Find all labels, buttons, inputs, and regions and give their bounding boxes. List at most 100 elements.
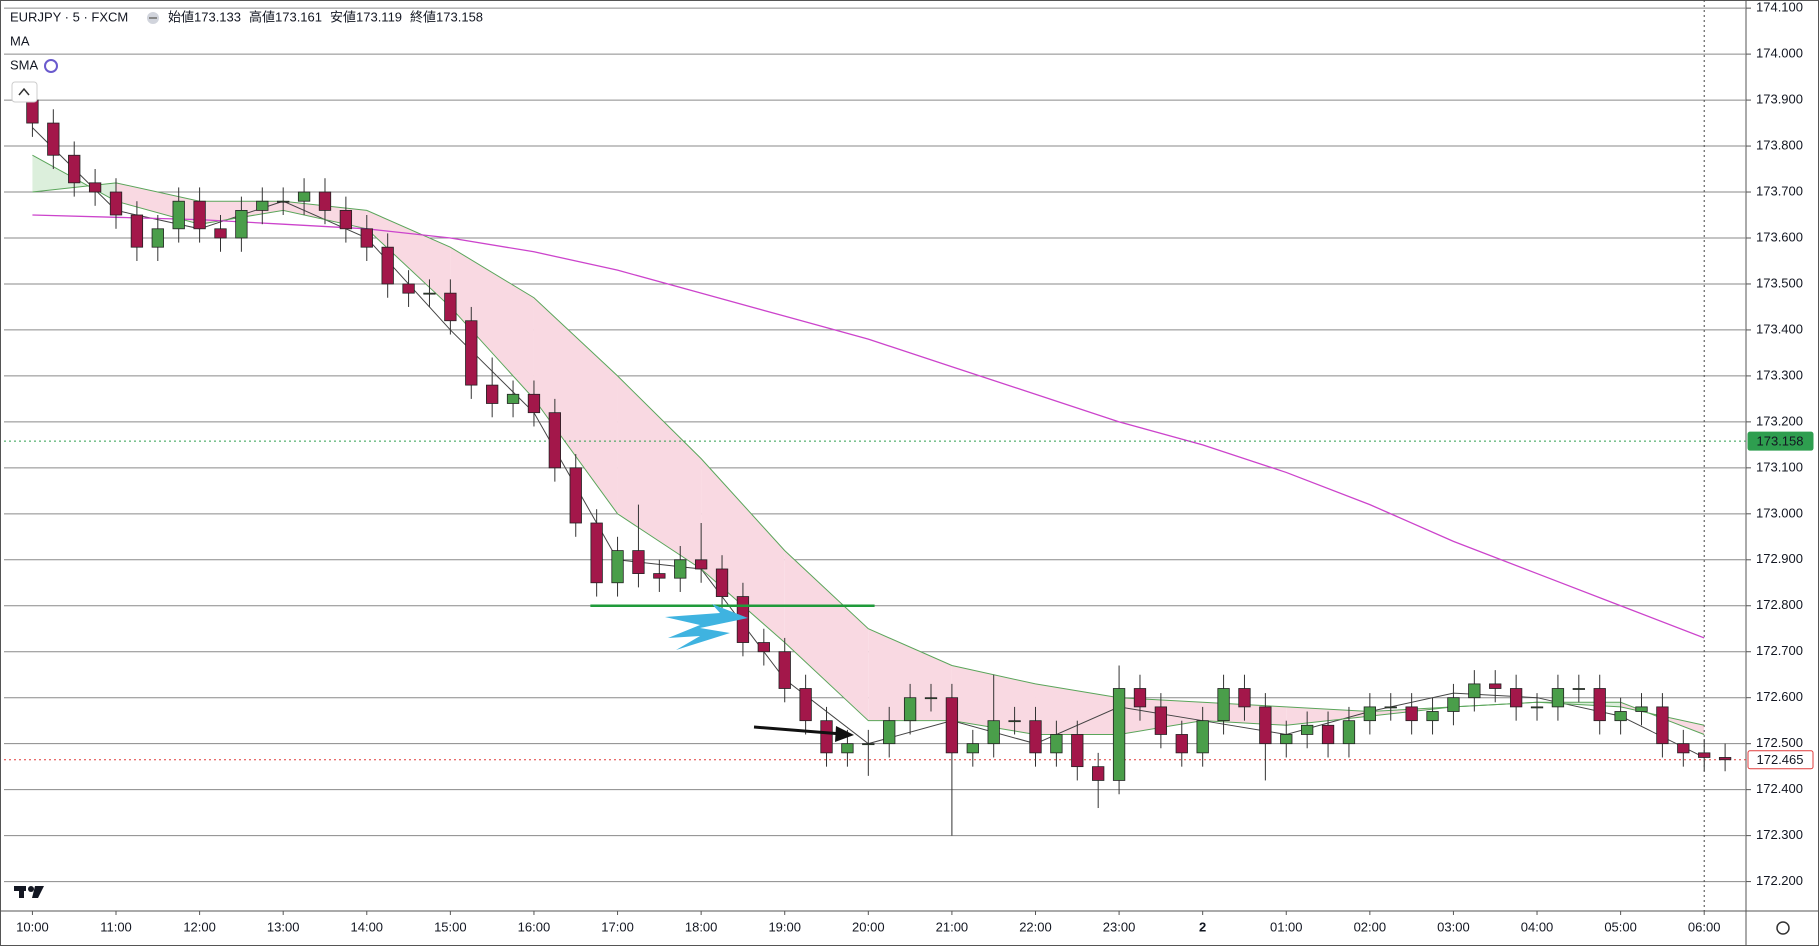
x-tick-label: 05:00	[1604, 919, 1637, 934]
symbol-title: EURJPY · 5 · FXCM	[10, 9, 128, 24]
candle-body	[778, 651, 791, 689]
x-tick-label: 23:00	[1103, 919, 1136, 934]
candle-body	[966, 743, 979, 754]
candle-body	[945, 697, 959, 754]
y-tick-label: 173.300	[1756, 367, 1803, 382]
candle-body	[1635, 706, 1648, 712]
y-tick-label: 172.500	[1756, 735, 1803, 750]
candle-body	[694, 559, 708, 570]
candle-body	[444, 292, 457, 322]
price-tag-label: 172.465	[1757, 752, 1804, 767]
x-tick-label: 06:00	[1688, 919, 1721, 934]
candle-body	[172, 200, 185, 230]
collapse-button[interactable]	[11, 81, 38, 103]
candle-body	[47, 122, 60, 156]
candle-body	[381, 246, 394, 285]
candle-body	[1677, 743, 1690, 754]
candle-body	[1468, 683, 1481, 699]
blue-arrow	[665, 604, 748, 650]
ma-line	[32, 154, 1705, 735]
black-arrow-head	[835, 726, 854, 742]
candle-body	[1008, 720, 1021, 723]
x-tick-label: 2	[1199, 919, 1206, 934]
x-tick-label: 04:00	[1521, 919, 1554, 934]
candle-body	[715, 568, 729, 597]
ohlc-label: 安値173.119	[330, 9, 402, 24]
candle-body	[1217, 688, 1230, 722]
black-arrow	[753, 725, 843, 736]
x-tick-label: 22:00	[1019, 919, 1052, 934]
y-tick-label: 174.000	[1756, 46, 1803, 61]
candle-body	[193, 200, 206, 230]
candle-body	[1301, 724, 1314, 735]
candle-body	[757, 642, 770, 653]
y-tick-label: 172.300	[1756, 827, 1803, 842]
candle-body	[360, 228, 373, 248]
settings-icon[interactable]	[1776, 921, 1790, 935]
y-tick-label: 173.200	[1756, 413, 1803, 428]
candle-body	[1154, 706, 1168, 735]
y-tick-label: 172.400	[1756, 781, 1803, 796]
y-tick-label: 173.400	[1756, 321, 1803, 336]
candle-body	[1572, 688, 1585, 690]
candle-body	[26, 99, 39, 124]
ma-line	[32, 182, 1705, 726]
candle-body	[903, 697, 917, 722]
y-tick-label: 173.100	[1756, 459, 1803, 474]
y-tick-label: 172.900	[1756, 551, 1803, 566]
refresh-icon[interactable]	[44, 59, 58, 73]
candle-body	[569, 467, 582, 524]
candle-body	[423, 292, 436, 295]
candle-body	[465, 320, 478, 386]
candle-body	[1342, 720, 1356, 745]
candle-body	[653, 573, 666, 579]
candle-body	[277, 200, 290, 203]
indicator-label: SMA	[10, 57, 39, 72]
candle-body	[1259, 706, 1272, 745]
candle-body	[88, 182, 102, 193]
ma-band	[701, 458, 785, 643]
overlay	[11, 12, 1790, 935]
candle-body	[130, 214, 144, 248]
candle-body	[256, 200, 269, 211]
y-tick-label: 173.600	[1756, 229, 1803, 244]
x-tick-label: 03:00	[1437, 919, 1470, 934]
y-tick-label: 172.200	[1756, 873, 1803, 888]
candle-body	[1426, 711, 1439, 722]
logo	[14, 886, 44, 898]
candle-body	[1175, 734, 1188, 754]
candle-body	[674, 559, 687, 579]
candle-body	[506, 393, 520, 404]
y-tick-label: 173.800	[1756, 137, 1803, 152]
candle-body	[590, 522, 603, 584]
x-tick-label: 11:00	[100, 919, 132, 934]
x-tick-label: 02:00	[1354, 919, 1387, 934]
candle-body	[611, 550, 624, 584]
candle-body	[318, 191, 332, 211]
ma-line	[32, 214, 1705, 639]
candle-body	[1509, 688, 1523, 708]
candle-body	[151, 228, 164, 248]
candle-body	[1530, 706, 1544, 709]
x-tick-label: 13:00	[267, 919, 300, 934]
x-tick-label: 19:00	[768, 919, 801, 934]
candle-body	[109, 191, 123, 216]
price-tag	[1747, 431, 1814, 451]
y-tick-label: 173.700	[1756, 183, 1803, 198]
candle-body	[297, 191, 311, 202]
candle-body	[214, 228, 227, 239]
y-tick-label: 172.800	[1756, 597, 1803, 612]
candle-body	[1280, 734, 1293, 745]
legend: EURJPY · 5 · FXCM MA SMA 始値173.133 高値173.…	[10, 9, 483, 72]
candle-body	[548, 412, 561, 469]
candle-body	[862, 743, 875, 746]
x-tick-label: 21:00	[936, 919, 969, 934]
candle-body	[527, 393, 541, 414]
x-tick-label: 15:00	[434, 919, 467, 934]
candle-body	[1656, 706, 1669, 745]
candle-body	[841, 743, 854, 754]
candle-body	[1718, 757, 1732, 761]
candle-body	[987, 720, 1000, 745]
